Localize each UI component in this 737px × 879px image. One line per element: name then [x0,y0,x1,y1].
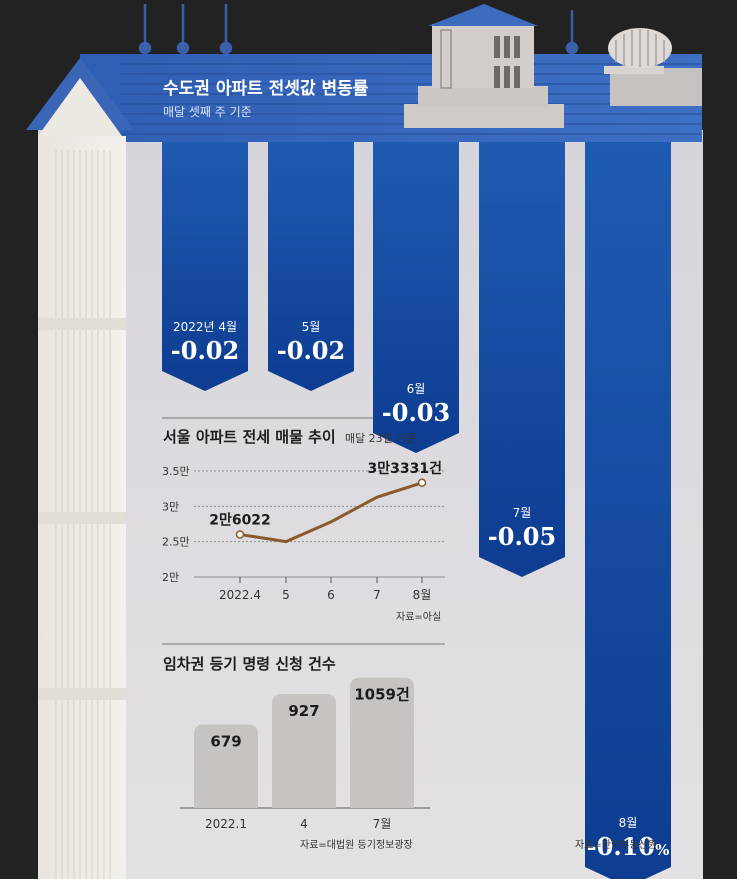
bar-value-label: -0.03 [382,398,450,427]
bar [350,677,414,808]
chart-rent-change: 2022년 4월 -0.02 5월 -0.02 6월 -0.03 7월 -0.05 8월 -0.1… [162,142,671,879]
bar-category-label: 4 [300,817,308,831]
chart-listings: 3.5만 3만 2.5만 2만 2022.4 5 6 7 8월 2만6022 3만3331건 [162,460,445,602]
pillar-bands [38,318,126,700]
bar-category-label: 5월 [302,320,321,334]
bar-category-label: 6월 [407,382,426,396]
bar [194,724,258,808]
bar-value-label: 679 [210,732,241,750]
line-chart-note: 매달 23일 기준 [344,432,417,445]
data-point [417,478,427,488]
x-tick-label: 7 [373,588,381,602]
bar-banner-1 [162,142,248,391]
x-tick-label: 2022.4 [219,588,261,602]
bar-value-label: 1059건 [354,686,410,704]
x-tick-label: 8월 [413,588,432,602]
x-tick-label: 6 [327,588,335,602]
bar-chart-source: 자료=대법원 등기정보광장 [300,840,413,851]
bar-value-label: -0.02 [277,336,345,365]
ventilator [604,28,702,106]
roof-antennas [138,4,579,55]
bar-value-unit: % [655,841,669,859]
y-tick-label: 2만 [162,571,179,584]
bar-category-label: 2022.1 [205,817,247,831]
bar-banner-5 [585,142,671,879]
bar-chart-title: 임차권 등기 명령 신청 건수 [163,655,336,673]
bar-category-label: 7월 [513,506,532,520]
main-chart-source: 자료=한국부동산원 [575,840,657,851]
bar-category-label: 8월 [619,816,638,830]
bar-value-label: -0.10% [587,832,670,861]
bar-banner-2 [268,142,354,391]
data-label: 3만3331건 [368,460,442,477]
bar-value-label: -0.02 [171,336,239,365]
chart-title: 수도권 아파트 전셋값 변동률 [163,79,369,99]
y-tick-label: 2.5만 [162,536,190,549]
chart-subtitle: 매달 셋째 주 기준 [163,105,252,119]
left-pillar [38,136,126,879]
x-tick-label: 5 [282,588,290,602]
bar-category-label: 2022년 4월 [173,320,237,334]
series-line [239,481,423,544]
bar-banner-3 [373,142,459,453]
line-chart-source: 자료=아실 [396,612,442,623]
data-point [235,530,245,539]
rooftop-tower [404,4,564,128]
gable-face [38,78,122,136]
y-tick-label: 3.5만 [162,465,190,478]
bar-banner-4 [479,142,565,577]
bar-value-label: 927 [288,702,319,720]
bar-category-label: 7월 [373,817,392,831]
line-chart-title-text: 서울 아파트 전세 매물 추이 [163,428,336,446]
data-label: 2만6022 [209,512,271,528]
bar-value-label: -0.05 [488,522,556,551]
y-tick-label: 3만 [162,500,179,513]
line-chart-title: 서울 아파트 전세 매물 추이 매달 23일 기준 [163,426,417,447]
bar [272,693,336,808]
chart-lease-registration: 679 2022.1 927 4 1059건 7월 [180,677,430,831]
